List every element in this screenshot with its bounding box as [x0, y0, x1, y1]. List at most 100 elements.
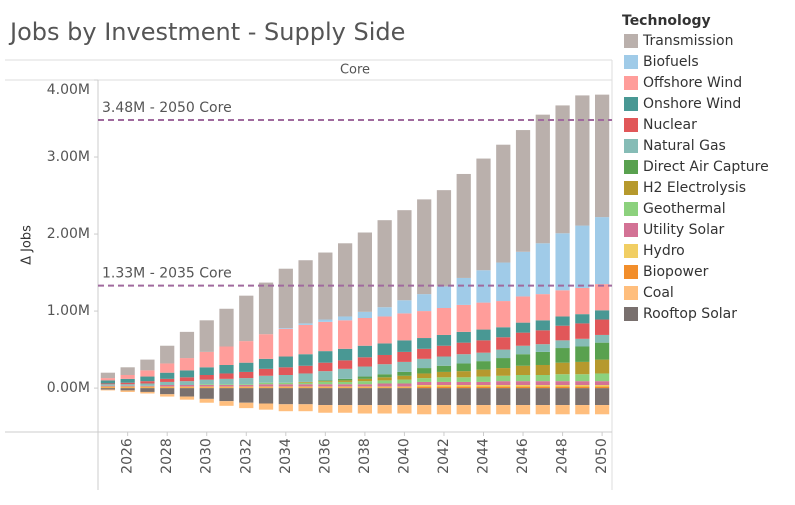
legend-label: Offshore Wind — [643, 75, 742, 91]
bar-segment — [515, 345, 531, 355]
bar-segment — [496, 405, 511, 415]
bar-segment — [397, 375, 412, 380]
bar-segment — [298, 323, 313, 325]
legend-swatch — [624, 202, 638, 216]
legend-label: Onshore Wind — [643, 96, 741, 112]
bar-segment — [456, 354, 471, 364]
bar-segment — [120, 390, 135, 392]
bar-segment — [258, 282, 274, 335]
bar-segment — [337, 388, 353, 406]
bar-segment — [397, 313, 412, 341]
y-tick-label: 0.00M — [47, 380, 90, 396]
bar-segment — [456, 173, 471, 278]
bar-segment — [515, 251, 531, 297]
bar-segment — [436, 405, 452, 415]
bar-segment — [219, 346, 234, 365]
bar-segment — [160, 386, 175, 388]
bar-segment — [515, 405, 531, 415]
x-tick-label: 2038 — [357, 438, 373, 474]
bar-segment — [357, 388, 373, 406]
bar-segment — [298, 387, 313, 389]
bar-segment — [140, 381, 155, 384]
bar-segment — [456, 371, 471, 378]
bar-segment — [397, 340, 412, 352]
bar-segment — [594, 319, 610, 335]
bar-segment — [397, 405, 412, 414]
bar-segment — [476, 369, 491, 377]
bar-segment — [258, 358, 274, 369]
bar-segment — [219, 308, 234, 347]
bar-segment — [555, 362, 570, 375]
bar-segment — [140, 376, 155, 382]
bar-segment — [179, 386, 195, 388]
bar-segment — [555, 340, 570, 349]
bar-segment — [318, 319, 333, 322]
legend-label: Utility Solar — [643, 222, 725, 238]
bar-segment — [337, 368, 353, 379]
legend-label: Biopower — [643, 264, 709, 280]
bar-segment — [258, 403, 274, 410]
bar-segment — [179, 388, 195, 397]
bar-segment — [318, 380, 333, 382]
bar-segment — [397, 387, 412, 389]
bar-segment — [535, 381, 550, 386]
bar-segment — [436, 385, 452, 387]
bar-segment — [456, 385, 471, 387]
bar-segment — [436, 334, 452, 346]
bar-segment — [100, 387, 116, 389]
bar-segment — [239, 388, 254, 403]
bar-segment — [515, 386, 531, 389]
bar-segment — [417, 405, 432, 415]
bar-segment — [397, 210, 412, 301]
bar-segment — [239, 295, 254, 342]
bar-segment — [239, 378, 254, 385]
bar-segment — [575, 381, 590, 386]
bar-segment — [436, 286, 452, 308]
legend-swatch — [624, 76, 638, 90]
bar-segment — [535, 386, 550, 389]
bar-segment — [258, 388, 274, 404]
bar-segment — [377, 383, 392, 387]
bar-segment — [555, 381, 570, 386]
bar-segment — [555, 385, 570, 387]
bar-segment — [318, 252, 333, 320]
bar-segment — [496, 386, 511, 389]
bar-segment — [535, 375, 550, 382]
bar-segment — [397, 300, 412, 314]
bar-segment — [298, 404, 313, 412]
bar-segment — [594, 381, 610, 386]
bar-segment — [100, 389, 116, 391]
bar-segment — [318, 384, 333, 387]
bar-segment — [417, 199, 432, 295]
bar-segment — [575, 386, 590, 389]
bar-segment — [278, 268, 293, 329]
bar-segment — [278, 386, 293, 388]
bar-segment — [496, 388, 511, 406]
bar-segment — [377, 354, 392, 365]
bar-segment — [239, 402, 254, 409]
bar-segment — [456, 342, 471, 355]
bar-segment — [417, 311, 432, 339]
bar-segment — [357, 387, 373, 389]
bar-segment — [496, 381, 511, 386]
bar-segment — [456, 363, 471, 372]
bar-segment — [377, 387, 392, 389]
bar-segment — [456, 405, 471, 415]
bar-segment — [594, 334, 610, 343]
bar-segment — [456, 381, 471, 386]
x-tick-label: 2046 — [515, 438, 531, 474]
bar-segment — [594, 386, 610, 389]
bar-segment — [594, 342, 610, 360]
bar-segment — [258, 387, 274, 389]
bar-segment — [357, 386, 373, 388]
bar-segment — [120, 384, 135, 386]
bar-segment — [436, 365, 452, 372]
bar-segment — [555, 386, 570, 389]
bar-segment — [377, 386, 392, 388]
bar-segment — [575, 314, 590, 324]
legend-swatch — [624, 139, 638, 153]
bar-segment — [397, 379, 412, 384]
bar-segment — [258, 368, 274, 376]
bar-segment — [417, 348, 432, 359]
bar-segment — [258, 386, 274, 388]
